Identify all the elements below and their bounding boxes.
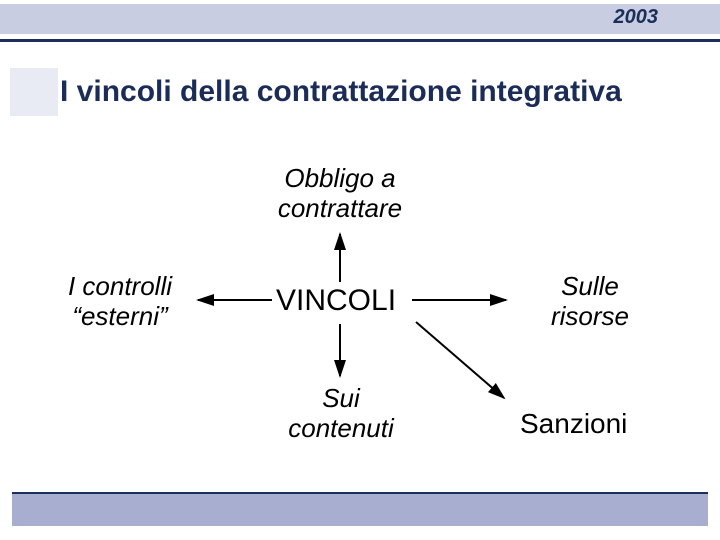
- node-left-line1: I controlli: [68, 271, 172, 301]
- hub-vincoli: VINCOLI: [276, 284, 396, 318]
- node-bottom-line2: contenuti: [288, 413, 394, 443]
- node-right-line2: risorse: [551, 301, 629, 331]
- header-band: [0, 4, 720, 34]
- footer-band: [12, 494, 708, 526]
- page-title: I vincoli della contrattazione integrati…: [60, 75, 700, 109]
- node-bottom: Sui contenuti: [256, 384, 426, 444]
- node-bottom-line1: Sui: [322, 383, 360, 413]
- node-top: Obbligo a contrattare: [240, 164, 440, 224]
- title-logo-placeholder: [10, 68, 58, 116]
- node-top-line2: contrattare: [278, 193, 402, 223]
- slide: 2003 I vincoli della contrattazione inte…: [0, 0, 720, 540]
- header-year: 2003: [614, 6, 659, 29]
- node-top-line1: Obbligo a: [284, 163, 395, 193]
- node-sanzioni: Sanzioni: [520, 408, 627, 440]
- node-right: Sulle risorse: [520, 272, 660, 332]
- node-left-line2: “esterni”: [72, 301, 167, 331]
- header-underline: [0, 39, 720, 42]
- node-right-line1: Sulle: [561, 271, 619, 301]
- node-left: I controlli “esterni”: [50, 272, 190, 332]
